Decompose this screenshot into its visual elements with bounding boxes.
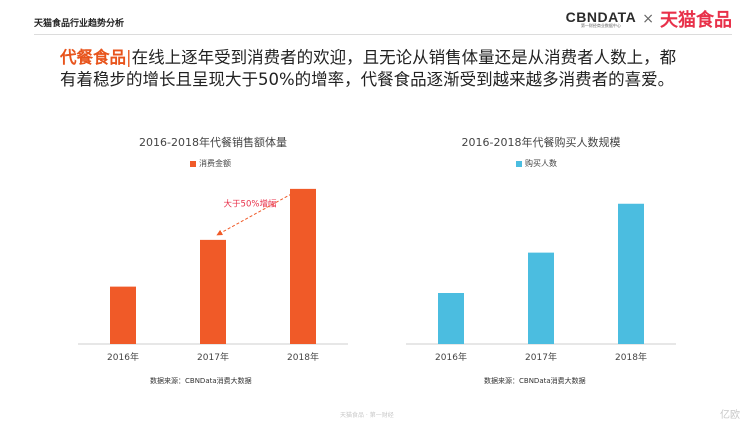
x-tick-label: 2017年 [525,351,557,363]
bar-2018年 [290,188,316,344]
legend-label: 消费金额 [199,159,231,168]
chart-plot: 2016年 2017年 2018年 大于50%增幅 [78,188,348,363]
x-tick-label: 2017年 [197,351,229,363]
x-tick-label: 2018年 [615,351,647,363]
x-tick-label: 2018年 [287,351,319,363]
chart-source: 数据来源：CBNData消费大数据 [484,377,586,385]
legend-label: 购买人数 [525,159,557,168]
section-title: 天猫食品行业趋势分析 [34,19,125,29]
x-tick-label: 2016年 [107,351,139,363]
bar-2017年 [200,239,226,344]
tmall-food-logo: 天猫食品 [660,10,732,31]
bar-2018年 [618,203,644,344]
chart-source: 数据来源：CBNData消费大数据 [150,377,252,385]
footer-brand-logo: 亿欧 [720,410,740,421]
headline-text: 在线上逐年受到消费者的欢迎，且无论从销售体量还是从消费者人数上，都有着稳步的增长… [60,48,677,89]
headline-bar: | [126,48,132,67]
x-tick-label: 2016年 [435,351,467,363]
footer-watermark: 天猫食品 · 第一财经 [340,412,394,419]
chart-legend: 购买人数 [516,158,557,169]
growth-annotation: 大于50%增幅 [224,198,277,209]
legend-swatch [516,160,522,167]
chart-plot: 2016年 2017年 2018年 [406,203,676,363]
chart-legend: 消费金额 [190,158,231,169]
headline-highlight: 代餐食品 [60,48,126,67]
chart-title: 2016-2018年代餐销售额体量 [139,136,287,149]
sales-volume-chart: 2016-2018年代餐销售额体量 消费金额 2016年 2017年 2018年 大于… [78,134,348,394]
header-divider [34,34,732,35]
buyer-count-chart: 2016-2018年代餐购买人数规模 购买人数 2016年 2017年 2018年 … [406,134,676,394]
bar-2016年 [438,293,464,344]
brand-logos: CBNDATA 第一财经商业数据中心 × 天猫食品 [565,8,732,32]
chart-title: 2016-2018年代餐购买人数规模 [461,136,621,149]
growth-arrow [216,189,300,236]
cbndata-logo: CBNDATA 第一财经商业数据中心 [565,8,637,28]
bar-2017年 [528,252,554,344]
bar-2016年 [110,286,136,344]
logo-separator: × [642,11,654,27]
headline: 代餐食品|在线上逐年受到消费者的欢迎，且无论从销售体量还是从消费者人数上，都有着… [60,47,680,91]
legend-swatch [190,160,196,167]
